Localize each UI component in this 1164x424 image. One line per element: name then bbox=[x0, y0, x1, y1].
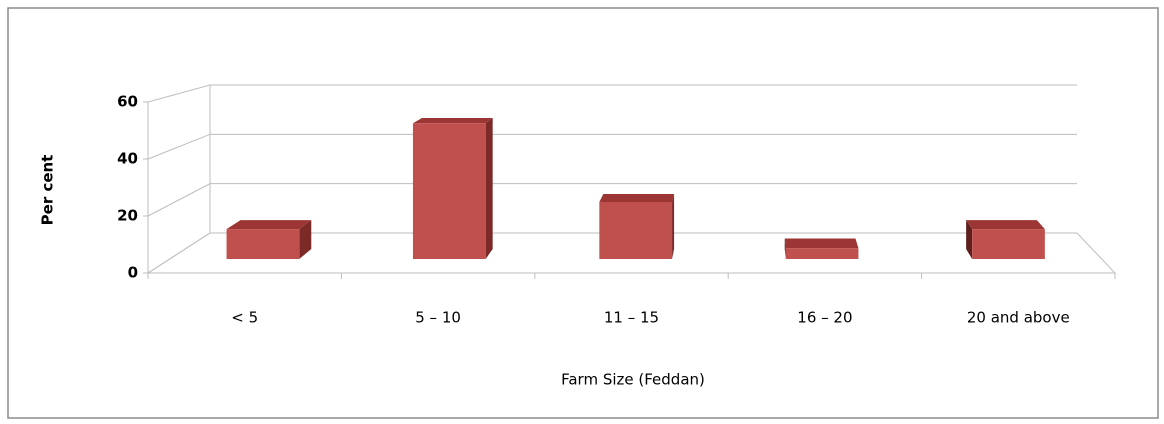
bar bbox=[972, 229, 1045, 259]
x-tick-label: 20 and above bbox=[967, 309, 1070, 327]
y-tick-label: 40 bbox=[117, 150, 138, 168]
x-tick-label: 16 – 20 bbox=[797, 309, 852, 327]
bar bbox=[599, 201, 673, 259]
y-tick-label: 20 bbox=[117, 207, 138, 225]
bar-top bbox=[226, 220, 312, 230]
grid-line bbox=[147, 84, 1077, 103]
x-tick-label: 5 – 10 bbox=[415, 309, 461, 327]
bar-side bbox=[672, 193, 675, 259]
bar-top bbox=[966, 220, 1045, 230]
x-tick-label: < 5 bbox=[231, 309, 258, 327]
y-axis-label: Per cent bbox=[39, 155, 57, 226]
grid-line bbox=[147, 133, 1077, 160]
grid-line bbox=[147, 183, 1077, 217]
bar-side bbox=[299, 220, 312, 259]
chart-frame bbox=[7, 7, 1159, 419]
bar bbox=[412, 123, 486, 259]
x-axis-label: Farm Size (Feddan) bbox=[561, 371, 705, 389]
bar-top bbox=[784, 238, 859, 249]
bar-top bbox=[412, 118, 493, 124]
bar-top bbox=[599, 193, 675, 202]
bar-side bbox=[966, 220, 973, 259]
y-tick-label: 60 bbox=[117, 93, 138, 111]
bar bbox=[785, 248, 859, 259]
bar-side bbox=[784, 238, 786, 259]
bar-side bbox=[485, 118, 493, 259]
y-tick-label: 0 bbox=[128, 264, 138, 282]
grid-line bbox=[147, 232, 1077, 274]
x-tick-label: 11 – 15 bbox=[604, 309, 659, 327]
bar bbox=[226, 229, 300, 259]
